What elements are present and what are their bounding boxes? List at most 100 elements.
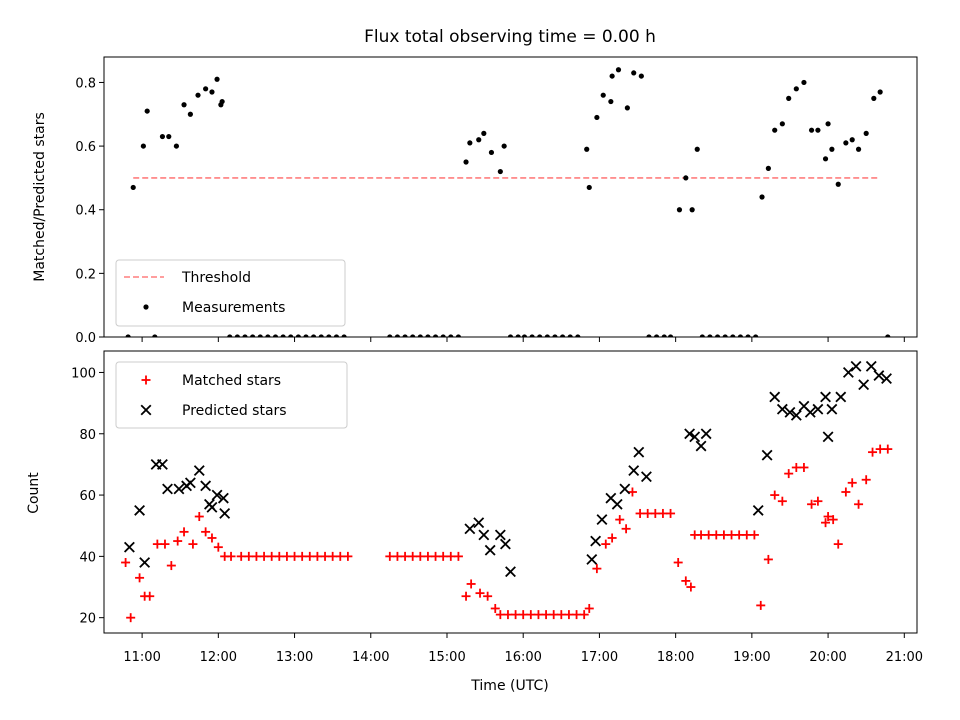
measurement-point [166,133,172,140]
matched-star-point [126,613,136,623]
measurement-point [402,334,408,337]
measurement-point [544,334,550,337]
matched-star-point [290,551,300,561]
measurement-point [257,334,263,337]
predicted-star-point [499,538,511,550]
matched-star-point [686,582,696,592]
matched-star-point [584,603,594,613]
predicted-star-point [184,477,196,489]
matched-star-point [166,561,176,571]
matched-star-point [828,515,838,525]
measurement-point [488,149,495,156]
measurement-point [594,114,600,121]
measurement-point [467,140,473,146]
top-legend-box [115,259,346,327]
plot-area-0 [125,67,891,337]
predicted-star-point [695,440,707,452]
matched-star-point [727,530,737,540]
measurement-point [209,89,215,95]
plot-area-1 [121,360,893,623]
matched-star-point [719,530,729,540]
matched-star-point [423,551,433,561]
predicted-star-point [628,465,640,476]
matched-star-point [813,496,823,506]
chart-title: Flux total observing time = 0.00 h [364,27,656,47]
matched-star-point [343,551,353,561]
predicted-star-point [134,504,146,516]
matched-star-point [854,499,864,509]
top-y-axis-label: Matched/Predicted stars [32,112,48,282]
plot-frame-1 [103,350,918,634]
legend-predicted-swatch [140,404,152,416]
legend-matched-swatch [141,375,151,385]
predicted-star-point [790,409,802,421]
matched-star-point [883,444,893,454]
measurement-point [608,98,614,105]
y-tick-label-0-3: 0.6 [75,140,96,155]
matched-star-point [226,551,236,561]
matched-star-point [453,551,463,561]
measurement-point [481,130,487,136]
matched-star-point [121,558,131,567]
matched-star-point [847,478,857,488]
measurement-point [159,133,166,140]
measurement-point [779,121,785,127]
matched-star-point [415,551,425,561]
y-tick-label-0-1: 0.2 [75,267,96,282]
matched-star-point [784,469,794,479]
measurement-point [463,159,469,165]
matched-star-point [564,610,574,620]
measurement-point [173,143,180,149]
matched-star-point [635,508,645,518]
matched-star-point [438,551,448,561]
matched-star-point [518,610,528,620]
matched-star-point [267,551,277,561]
measurement-point [871,95,877,101]
matched-star-point [621,524,631,534]
measurement-point [303,334,309,337]
predicted-star-point [173,483,185,495]
matched-star-point [251,551,261,561]
top-panel: 0.0 0.2 0.4 0.6 0.8 Threshold Measurements [75,56,918,346]
matched-star-point [734,530,744,540]
matched-star-point [511,610,521,620]
predicted-star-point [211,489,223,501]
matched-star-point [556,610,566,620]
predicted-star-point [684,428,696,440]
predicted-star-point [505,566,516,578]
predicted-star-point [826,403,838,415]
measurement-point [683,175,689,181]
matched-star-point [431,551,441,561]
y-tick-label-1-0: 20 [79,612,96,627]
matched-star-point [742,530,752,540]
matched-star-point [173,536,183,546]
matched-star-point [777,496,787,506]
predicted-star-point [873,370,885,381]
predicted-star-point [776,403,788,415]
matched-star-point [673,558,683,567]
matched-star-point [615,515,625,525]
matched-star-point [259,551,269,561]
legend-matched-label: Matched stars [182,373,281,389]
measurement-point [288,334,294,337]
matched-star-point [236,551,246,561]
measurement-point [835,181,841,187]
matched-star-point [392,551,402,561]
predicted-star-point [640,471,652,483]
predicted-star-point [206,501,218,513]
predicted-star-point [619,483,631,495]
matched-star-point [756,600,766,610]
measurement-point [250,334,256,337]
predicted-star-point [865,360,877,372]
matched-star-point [526,610,536,620]
measurement-point [575,334,581,337]
measurement-point [515,334,521,337]
predicted-star-point [820,391,831,403]
measurement-point [187,111,193,117]
measurement-point [417,334,423,337]
matched-star-point [681,576,691,586]
matched-star-point [495,610,505,620]
predicted-star-point [784,406,796,418]
x-tick-label-0: 11:00 [123,650,160,665]
measurement-point [203,86,209,92]
